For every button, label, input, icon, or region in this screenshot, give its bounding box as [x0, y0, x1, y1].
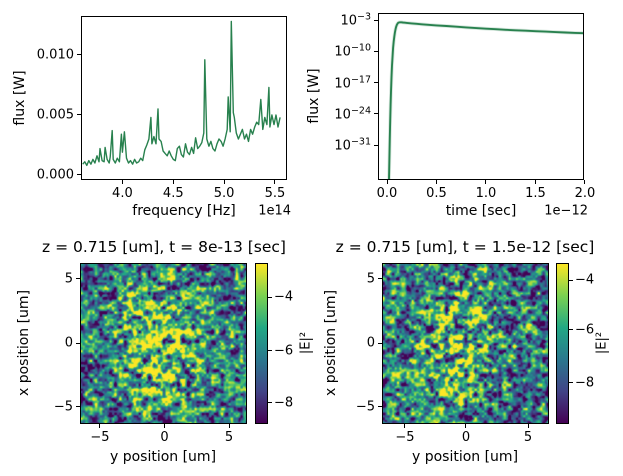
- tick-mark: [569, 382, 573, 384]
- colorbar-tick-label: −8: [274, 395, 294, 411]
- tick-mark: [584, 180, 586, 184]
- x-tick-label: 5: [523, 430, 533, 445]
- tick-mark: [274, 180, 276, 184]
- tick-mark: [268, 296, 272, 298]
- tick-mark: [378, 278, 382, 280]
- field1-title: z = 0.715 [um], t = 8e-13 [sec]: [42, 238, 286, 256]
- tick-mark: [76, 342, 80, 344]
- colorbar-tick-label: −4: [575, 272, 595, 288]
- field1-xlabel: y position [um]: [109, 449, 217, 465]
- field1-ylabel: x position [um]: [16, 289, 32, 397]
- spectrum-xlabel: frequency [Hz]: [132, 203, 236, 219]
- y-tick-label: −5: [355, 399, 375, 415]
- y-tick-label: 10−31: [334, 136, 371, 154]
- colorbar-tick-label: −6: [575, 322, 595, 338]
- tick-mark: [268, 402, 272, 404]
- tick-mark: [378, 342, 382, 344]
- tick-mark: [404, 424, 406, 428]
- x-tick-label: −5: [90, 430, 110, 445]
- tick-mark: [386, 180, 388, 184]
- tick-mark: [485, 180, 487, 184]
- field2-colorbar-label: |E|²: [594, 331, 610, 355]
- field1-heatmap: [80, 263, 247, 424]
- field2-heatmap: [382, 263, 549, 424]
- tick-mark: [76, 406, 80, 408]
- decay-plot-area: [378, 13, 584, 180]
- x-tick-label: 5: [224, 430, 234, 445]
- y-tick-label: 0: [64, 335, 73, 351]
- tick-mark: [374, 50, 378, 52]
- x-tick-label: 4.0: [112, 186, 133, 201]
- y-tick-label: 0.000: [36, 167, 74, 183]
- colorbar: [255, 263, 268, 424]
- y-tick-label: 0.005: [36, 107, 74, 123]
- decay-xlabel: time [sec]: [445, 203, 517, 219]
- y-tick-label: 0: [366, 335, 375, 351]
- tick-mark: [378, 406, 382, 408]
- colorbar-tick-label: −8: [575, 375, 595, 391]
- tick-mark: [228, 424, 230, 428]
- tick-mark: [569, 279, 573, 281]
- tick-mark: [172, 180, 174, 184]
- tick-mark: [374, 144, 378, 146]
- y-tick-label: 5: [366, 271, 375, 287]
- x-tick-label: 4.5: [162, 186, 184, 201]
- tick-mark: [223, 180, 225, 184]
- tick-mark: [374, 113, 378, 115]
- field2-title: z = 0.715 [um], t = 1.5e-12 [sec]: [335, 238, 595, 256]
- tick-mark: [76, 278, 80, 280]
- decay-ylabel: flux [W]: [306, 68, 322, 124]
- tick-mark: [436, 180, 437, 184]
- tick-mark: [465, 424, 467, 428]
- x-tick-label: 1.0: [475, 186, 497, 201]
- tick-mark: [99, 424, 101, 428]
- decay-x-offset-text: 1e−12: [544, 203, 588, 219]
- y-tick-label: 5: [64, 271, 73, 287]
- x-tick-label: −5: [395, 430, 415, 445]
- colorbar-tick-label: −6: [274, 343, 294, 359]
- tick-mark: [268, 350, 272, 352]
- spectrum-x-offset-text: 1e14: [258, 203, 291, 219]
- y-tick-label: 10−24: [334, 105, 371, 123]
- tick-mark: [374, 19, 378, 21]
- field1-colorbar-label: |E|²: [298, 331, 314, 355]
- x-tick-label: 5.5: [264, 186, 286, 201]
- spectrum-plot-area: [81, 16, 287, 180]
- x-tick-label: 5.0: [213, 186, 235, 201]
- y-tick-label: 10−17: [334, 73, 371, 92]
- tick-mark: [77, 54, 81, 56]
- tick-mark: [77, 114, 81, 116]
- x-tick-label: 0.0: [376, 186, 398, 201]
- tick-mark: [374, 82, 378, 84]
- tick-mark: [569, 329, 573, 331]
- y-tick-label: 0.010: [36, 47, 74, 63]
- tick-mark: [534, 180, 536, 184]
- tick-mark: [163, 424, 165, 428]
- tick-mark: [77, 174, 81, 176]
- y-tick-label: −5: [53, 399, 73, 415]
- y-tick-label: 10−3: [340, 11, 371, 29]
- y-tick-label: 10−10: [334, 42, 371, 60]
- x-tick-label: 1.5: [525, 186, 546, 201]
- colorbar: [556, 263, 569, 424]
- colorbar-tick-label: −4: [274, 289, 294, 305]
- field2-ylabel: x position [um]: [323, 289, 339, 397]
- x-tick-label: 0.5: [426, 186, 447, 201]
- tick-mark: [121, 180, 123, 184]
- field2-xlabel: y position [um]: [411, 449, 519, 465]
- x-tick-label: 2.0: [574, 186, 596, 201]
- tick-mark: [527, 424, 529, 428]
- spectrum-ylabel: flux [W]: [12, 70, 28, 126]
- x-tick-label: 0: [160, 430, 169, 445]
- x-tick-label: 0: [461, 430, 471, 445]
